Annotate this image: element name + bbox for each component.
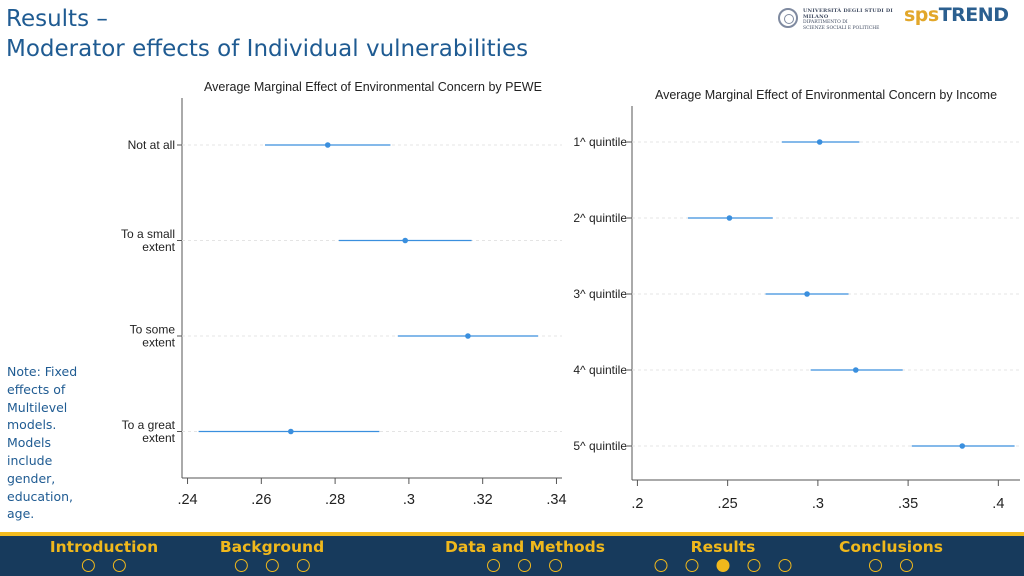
title-line-2: Moderator effects of Individual vulnerab… <box>6 36 529 62</box>
nav-slide-dots <box>445 559 605 572</box>
pewe-y-tick-label-line: extent <box>142 431 175 445</box>
spstrend-logo-part1: sps <box>904 4 939 26</box>
income-estimate-point <box>726 215 733 221</box>
nav-dot-slide[interactable] <box>549 559 563 572</box>
pewe-x-tick-label: .3 <box>403 492 415 508</box>
nav-dot-slide[interactable] <box>778 559 792 572</box>
pewe-y-tick-label-line: extent <box>142 240 175 254</box>
slide-title: Results – Moderator effects of Individua… <box>6 4 528 64</box>
nav-dot-slide[interactable] <box>747 559 761 572</box>
department-name: SCIENZE SOCIALI E POLITICHE <box>803 26 880 31</box>
income-y-tick-label-line: 1^ quintile <box>573 135 627 149</box>
nav-section-introduction[interactable]: Introduction <box>50 536 158 572</box>
pewe-estimate-point <box>402 237 409 244</box>
university-seal-icon <box>778 8 798 28</box>
income-y-tick-label: 1^ quintile <box>573 135 627 149</box>
pewe-y-tick-label: To a small extent <box>121 227 176 254</box>
pewe-y-tick-label: To a great extent <box>122 418 176 445</box>
income-estimate-point <box>852 367 859 373</box>
income-y-tick-label-line: 2^ quintile <box>573 211 627 225</box>
chart-income: Average Marginal Effect of Environmental… <box>560 80 1024 516</box>
pewe-x-tick-label: .34 <box>546 492 566 508</box>
pewe-y-tick-label: To some extent <box>130 323 176 350</box>
nav-slide-dots <box>654 559 792 572</box>
nav-section-results[interactable]: Results <box>654 536 792 572</box>
nav-section-label[interactable]: Data and Methods <box>445 538 605 556</box>
pewe-estimate-point <box>324 142 331 148</box>
nav-dot-slide[interactable] <box>81 559 95 572</box>
title-line-1: Results – <box>6 6 108 32</box>
pewe-chart-title: Average Marginal Effect of Environmental… <box>204 80 542 94</box>
nav-dot-slide[interactable] <box>296 559 310 572</box>
nav-dot-slide[interactable] <box>487 559 501 572</box>
income-x-tick-label: .25 <box>718 496 738 512</box>
section-navigation-bar: Introduction Background Data and Methods Re… <box>0 532 1024 576</box>
pewe-x-tick-label: .26 <box>251 492 271 508</box>
pewe-estimate-point <box>288 428 294 435</box>
nav-dot-slide[interactable] <box>234 559 248 572</box>
spstrend-logo-part2: TREND <box>938 4 1009 26</box>
income-y-tick-label: 2^ quintile <box>573 211 627 225</box>
pewe-x-tick-label: .28 <box>325 492 345 508</box>
university-logo: UNIVERSITÀ DEGLI STUDI DI MILANO DIPARTI… <box>778 6 904 34</box>
nav-dot-slide[interactable] <box>112 559 126 572</box>
income-y-tick-label-line: 4^ quintile <box>573 363 627 377</box>
nav-section-background[interactable]: Background <box>220 536 324 572</box>
pewe-y-tick-label-line: extent <box>142 336 175 350</box>
chart-income-svg: Average Marginal Effect of Environmental… <box>573 88 1020 512</box>
pewe-y-tick-label-line: To some <box>130 323 176 337</box>
pewe-y-tick-label-line: To a small <box>121 227 175 241</box>
pewe-estimate-point <box>465 333 471 339</box>
chart-pewe: Average Marginal Effect of Environmental… <box>100 74 580 514</box>
income-estimate-point <box>959 443 966 449</box>
income-estimate-point <box>804 291 810 297</box>
nav-dot-slide[interactable] <box>868 559 882 572</box>
nav-dot-slide[interactable] <box>899 559 913 572</box>
department-label: DIPARTIMENTO DI <box>803 20 848 25</box>
nav-dot-slide[interactable] <box>265 559 279 572</box>
nav-dot-slide[interactable] <box>685 559 699 572</box>
nav-section-label[interactable]: Results <box>690 538 756 556</box>
pewe-y-tick-label: Not at all <box>128 138 175 152</box>
pewe-y-tick-label-line: Not at all <box>128 138 175 152</box>
income-y-tick-label-line: 5^ quintile <box>573 439 627 453</box>
pewe-x-tick-label: .32 <box>473 492 493 508</box>
university-name: UNIVERSITÀ DEGLI STUDI DI MILANO <box>803 8 893 20</box>
income-y-tick-label: 3^ quintile <box>573 287 627 301</box>
income-chart-title: Average Marginal Effect of Environmental… <box>655 88 997 102</box>
income-x-tick-label: .3 <box>812 496 824 512</box>
nav-section-conclusions[interactable]: Conclusions <box>839 536 943 572</box>
nav-slide-dots <box>220 559 324 572</box>
pewe-x-tick-label: .24 <box>177 492 197 508</box>
nav-section-data-and-methods[interactable]: Data and Methods <box>445 536 605 572</box>
nav-section-label[interactable]: Conclusions <box>838 538 944 556</box>
spstrend-logo: spsTREND <box>904 4 1009 26</box>
income-x-tick-label: .35 <box>898 496 918 512</box>
nav-dot-slide[interactable] <box>518 559 532 572</box>
model-note: Note: Fixed effects of Multilevel models… <box>7 364 78 522</box>
nav-slide-dots <box>839 559 943 572</box>
header-logos: UNIVERSITÀ DEGLI STUDI DI MILANO DIPARTI… <box>778 4 1018 36</box>
income-estimate-point <box>816 139 823 145</box>
pewe-y-tick-label-line: To a great <box>122 418 176 432</box>
nav-section-label[interactable]: Introduction <box>49 538 159 556</box>
nav-slide-dots <box>50 559 158 572</box>
income-x-tick-label: .4 <box>992 496 1004 512</box>
nav-dot-current-slide[interactable] <box>716 559 730 572</box>
income-y-tick-label: 5^ quintile <box>573 439 627 453</box>
chart-pewe-svg: Average Marginal Effect of Environmental… <box>121 80 567 508</box>
income-x-tick-label: .2 <box>631 496 643 512</box>
income-y-tick-label: 4^ quintile <box>573 363 627 377</box>
income-y-tick-label-line: 3^ quintile <box>573 287 627 301</box>
nav-dot-slide[interactable] <box>654 559 668 572</box>
nav-section-label[interactable]: Background <box>219 538 325 556</box>
